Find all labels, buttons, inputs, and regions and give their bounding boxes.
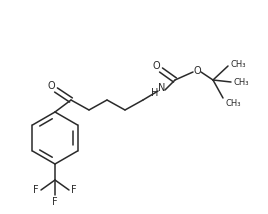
Text: F: F [33,185,39,195]
Text: F: F [71,185,77,195]
Text: O: O [152,61,160,71]
Text: CH₃: CH₃ [225,98,241,107]
Text: H: H [151,88,159,98]
Text: CH₃: CH₃ [230,59,246,68]
Text: F: F [52,197,58,207]
Text: O: O [47,81,55,91]
Text: CH₃: CH₃ [233,77,249,86]
Text: N: N [158,83,166,93]
Text: O: O [193,66,201,76]
